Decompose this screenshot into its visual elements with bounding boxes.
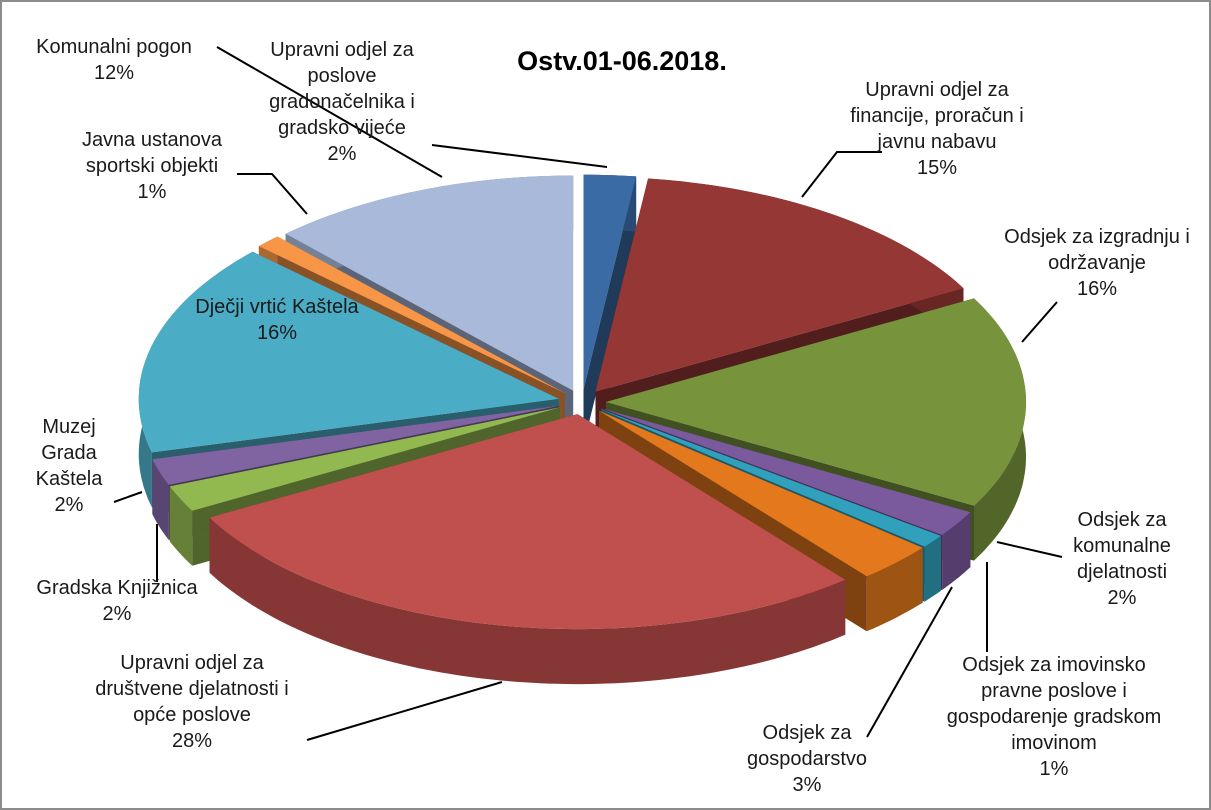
- data-label: Gradska Knjižnica 2%: [12, 575, 222, 627]
- slice: [599, 410, 923, 577]
- slice-side-shade: [866, 547, 923, 632]
- data-label: Muzej Grada Kaštela 2%: [29, 414, 109, 518]
- label-value: 1%: [137, 181, 167, 203]
- slice-side-shade: [152, 459, 169, 540]
- data-label: Odsjek za gospodarstvo 3%: [722, 720, 892, 798]
- label-name: Odsjek za izgradnju i održavanje: [1004, 226, 1190, 274]
- label-name: Gradska Knjižnica: [36, 577, 198, 599]
- label-name: Dječji vrtić Kaštela: [195, 296, 359, 318]
- slice-side: [583, 176, 637, 445]
- leader-line: [237, 173, 308, 215]
- slice: [209, 414, 846, 630]
- data-label: Upravni odjel za financije, proračun i j…: [832, 77, 1042, 181]
- label-value: 2%: [1107, 587, 1137, 609]
- label-name: Javna ustanova sportski objekti: [81, 129, 223, 177]
- label-name: Odsjek za komunalne djelatnosti: [1073, 509, 1171, 583]
- slice-side-shade: [924, 535, 941, 602]
- data-label: Odsjek za izgradnju i održavanje 16%: [982, 224, 1209, 302]
- label-value: 16%: [1076, 278, 1118, 300]
- slice: [138, 251, 559, 453]
- leader-line: [431, 144, 608, 168]
- label-value: 2%: [102, 603, 132, 625]
- slice-side: [942, 512, 971, 590]
- slice-side: [152, 459, 169, 540]
- chart-title: Ostv.01-06.2018.: [517, 46, 727, 76]
- data-label: Odsjek za komunalne djelatnosti 2%: [1052, 507, 1192, 611]
- label-value: 2%: [327, 143, 357, 165]
- slice-side: [866, 547, 923, 632]
- data-label: Upravni odjel za društvene djelatnosti i…: [87, 650, 297, 754]
- slice: [595, 178, 964, 392]
- label-value: 15%: [916, 157, 958, 179]
- slice-side: [169, 486, 193, 566]
- slice-side-shade: [583, 176, 637, 445]
- slice: [583, 174, 637, 390]
- label-value: 1%: [1039, 758, 1069, 780]
- label-name: Upravni odjel za financije, proračun i j…: [850, 79, 1024, 153]
- data-label: Komunalni pogon 12%: [9, 34, 219, 86]
- label-value: 3%: [792, 774, 822, 796]
- slice: [258, 236, 565, 394]
- label-value: 28%: [171, 730, 213, 752]
- label-name: Muzej Grada Kaštela: [35, 416, 103, 490]
- leader-line: [866, 586, 953, 738]
- slice: [602, 408, 971, 535]
- slice: [606, 298, 1026, 506]
- leader-line: [801, 151, 882, 198]
- leader-line: [1021, 301, 1058, 343]
- label-value: 12%: [93, 62, 135, 84]
- slice: [285, 175, 574, 391]
- label-name: Upravni odjel za društvene djelatnosti i…: [95, 652, 289, 726]
- slice-side-shade: [942, 512, 971, 590]
- slice-side-shade: [209, 517, 846, 685]
- data-label: Odsjek za imovinsko pravne poslove i gos…: [934, 652, 1174, 782]
- leader-line: [996, 541, 1063, 558]
- label-value: 2%: [54, 494, 84, 516]
- leader-lines: [113, 46, 1063, 741]
- label-name: Odsjek za imovinsko pravne poslove i gos…: [946, 654, 1162, 754]
- label-name: Odsjek za gospodarstvo: [746, 722, 868, 770]
- label-value: 16%: [256, 322, 298, 344]
- slice: [169, 407, 561, 511]
- slice-side: [924, 535, 941, 602]
- data-label: Javna ustanova sportski objekti 1%: [57, 127, 247, 205]
- slice: [583, 174, 637, 445]
- slice: [209, 414, 846, 685]
- slice: [601, 409, 941, 547]
- slice: [152, 405, 560, 485]
- leader-line: [306, 681, 503, 741]
- leader-line: [216, 46, 443, 178]
- label-name: Upravni odjel za poslove gradonačelnika …: [269, 39, 415, 139]
- leader-line: [113, 491, 143, 503]
- slice-side-shade: [169, 486, 193, 566]
- data-label: Dječji vrtić Kaštela 16%: [162, 294, 392, 346]
- data-label: Upravni odjel za poslove gradonačelnika …: [257, 37, 427, 167]
- label-name: Komunalni pogon: [36, 36, 192, 58]
- slice-side: [209, 517, 846, 685]
